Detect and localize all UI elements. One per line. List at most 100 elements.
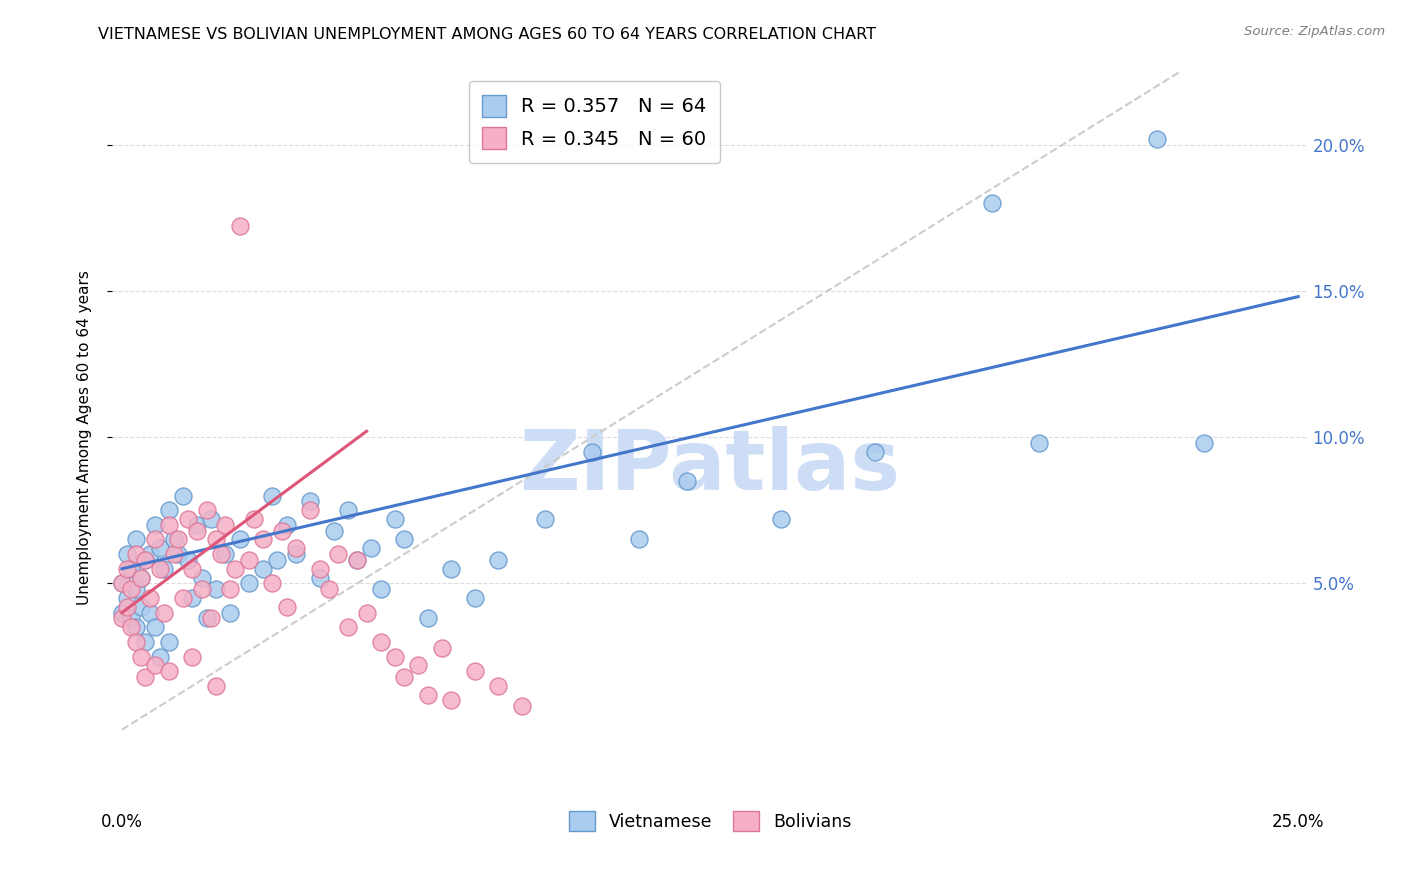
Point — [252, 562, 274, 576]
Point — [276, 599, 298, 614]
Point — [181, 591, 204, 605]
Point — [370, 582, 392, 597]
Point — [238, 576, 260, 591]
Point — [134, 635, 156, 649]
Point — [120, 562, 142, 576]
Point — [157, 517, 180, 532]
Point — [134, 553, 156, 567]
Point — [148, 649, 170, 664]
Point — [238, 553, 260, 567]
Point — [863, 444, 886, 458]
Point — [299, 494, 322, 508]
Point — [285, 541, 308, 556]
Text: VIETNAMESE VS BOLIVIAN UNEMPLOYMENT AMONG AGES 60 TO 64 YEARS CORRELATION CHART: VIETNAMESE VS BOLIVIAN UNEMPLOYMENT AMON… — [98, 27, 876, 42]
Point — [356, 606, 378, 620]
Point — [440, 693, 463, 707]
Point — [464, 591, 486, 605]
Point — [384, 649, 406, 664]
Point — [1146, 131, 1168, 145]
Point — [125, 635, 148, 649]
Point — [209, 547, 232, 561]
Point — [408, 658, 430, 673]
Point — [360, 541, 382, 556]
Point — [205, 533, 228, 547]
Point — [214, 517, 236, 532]
Point — [214, 547, 236, 561]
Point — [177, 553, 200, 567]
Point — [262, 489, 284, 503]
Point — [120, 620, 142, 634]
Point — [299, 503, 322, 517]
Point — [148, 562, 170, 576]
Point — [143, 658, 166, 673]
Point — [430, 640, 453, 655]
Point — [228, 219, 250, 234]
Point — [195, 611, 218, 625]
Point — [219, 582, 242, 597]
Point — [172, 489, 194, 503]
Point — [270, 524, 292, 538]
Point — [153, 562, 176, 576]
Point — [115, 591, 138, 605]
Legend: Vietnamese, Bolivians: Vietnamese, Bolivians — [562, 804, 858, 838]
Point — [1192, 436, 1215, 450]
Point — [163, 547, 186, 561]
Point — [157, 503, 180, 517]
Text: Source: ZipAtlas.com: Source: ZipAtlas.com — [1244, 25, 1385, 38]
Point — [139, 547, 162, 561]
Point — [191, 570, 214, 584]
Point — [177, 512, 200, 526]
Point — [167, 547, 190, 561]
Point — [224, 562, 246, 576]
Point — [125, 582, 148, 597]
Point — [172, 591, 194, 605]
Point — [486, 553, 509, 567]
Point — [370, 635, 392, 649]
Point — [129, 599, 152, 614]
Point — [205, 582, 228, 597]
Point — [276, 517, 298, 532]
Point — [125, 547, 148, 561]
Point — [120, 611, 142, 625]
Point — [111, 606, 134, 620]
Point — [628, 533, 651, 547]
Point — [328, 547, 350, 561]
Point — [153, 606, 176, 620]
Point — [392, 533, 415, 547]
Point — [384, 512, 406, 526]
Point — [129, 570, 152, 584]
Point — [322, 524, 344, 538]
Point — [205, 679, 228, 693]
Point — [769, 512, 792, 526]
Point — [981, 196, 1004, 211]
Point — [464, 664, 486, 678]
Point — [120, 582, 142, 597]
Point — [134, 670, 156, 684]
Y-axis label: Unemployment Among Ages 60 to 64 years: Unemployment Among Ages 60 to 64 years — [77, 269, 91, 605]
Point — [285, 547, 308, 561]
Text: ZIPatlas: ZIPatlas — [520, 425, 900, 507]
Point — [200, 611, 222, 625]
Point — [534, 512, 557, 526]
Point — [139, 591, 162, 605]
Point — [675, 474, 697, 488]
Point — [416, 611, 439, 625]
Point — [181, 649, 204, 664]
Point — [266, 553, 288, 567]
Point — [318, 582, 340, 597]
Point — [228, 533, 250, 547]
Point — [510, 699, 533, 714]
Point — [143, 517, 166, 532]
Point — [115, 562, 138, 576]
Point — [262, 576, 284, 591]
Point — [115, 547, 138, 561]
Point — [581, 444, 603, 458]
Point — [346, 553, 368, 567]
Point — [252, 533, 274, 547]
Point — [336, 503, 359, 517]
Point — [308, 562, 330, 576]
Point — [486, 679, 509, 693]
Point — [200, 512, 222, 526]
Point — [111, 576, 134, 591]
Point — [148, 541, 170, 556]
